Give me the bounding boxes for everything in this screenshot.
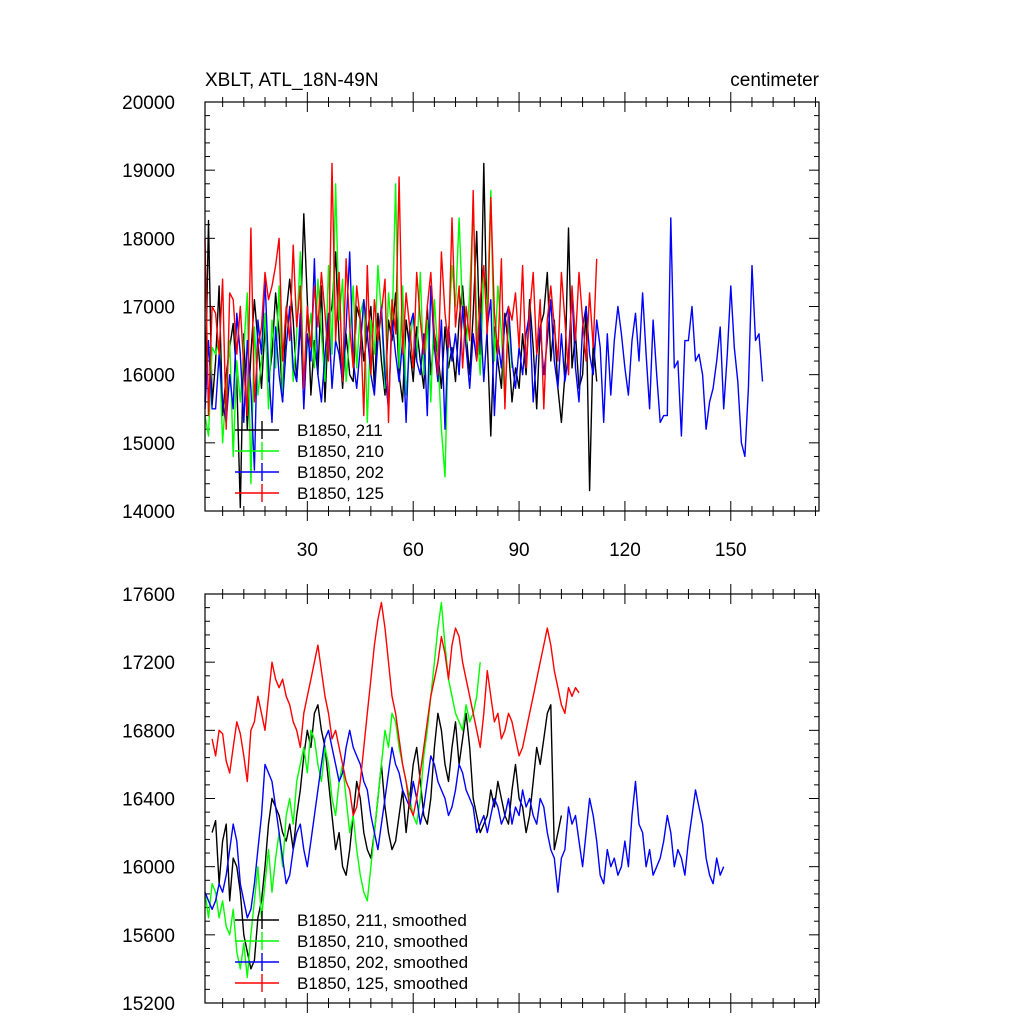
bottom-series-line-2	[204, 729, 725, 919]
top-xtick-label: 120	[609, 540, 641, 561]
bottom-series-line-3	[211, 601, 580, 817]
bottom-panel: 15200 15600 16000 16400 16800 17200 17600 B185…	[122, 584, 820, 1015]
bottom-legend-label-2: B1850, 202, smoothed	[297, 953, 468, 972]
bottom-series-group	[204, 601, 725, 979]
top-series-group	[204, 162, 764, 509]
top-ytick-label: 19000	[122, 161, 175, 182]
top-panel: XBLT, ATL_18N-49N centimeter 14000150001…	[122, 70, 820, 561]
top-plot-frame	[204, 101, 820, 512]
top-ytick-label: 20000	[122, 93, 175, 114]
top-units: centimeter	[730, 70, 819, 91]
bottom-ytick-label: 17200	[122, 653, 175, 674]
top-xtick-label: 150	[715, 540, 747, 561]
top-ytick-label: 17000	[122, 298, 175, 319]
bottom-legend-label-1: B1850, 210, smoothed	[297, 932, 468, 951]
top-ticks: 14000 15000 16000 17000 18000 19000 20000 30 60 9…	[122, 92, 819, 561]
top-xtick-label: 30	[297, 540, 318, 561]
bottom-legend-label-3: B1850, 125, smoothed	[297, 974, 468, 993]
top-ytick-label: 16000	[122, 366, 175, 387]
bottom-ytick-label: 17600	[122, 585, 175, 606]
top-legend-label-2: B1850, 202	[297, 463, 384, 482]
top-xtick-label: 60	[403, 540, 424, 561]
bottom-legend: B1850, 211, smoothed B1850, 210, smoothed…	[235, 911, 468, 993]
top-series-line-2	[204, 217, 764, 471]
top-title: XBLT, ATL_18N-49N	[205, 70, 379, 91]
bottom-ytick-label: 15600	[122, 926, 175, 947]
top-legend-label-0: B1850, 211	[297, 421, 383, 440]
top-series-line-1	[204, 183, 513, 485]
bottom-legend-label-0: B1850, 211, smoothed	[297, 911, 467, 930]
top-ytick-label: 14000	[122, 502, 175, 523]
top-ytick-label: 18000	[122, 229, 175, 250]
bottom-plot-frame	[204, 593, 820, 1004]
bottom-ytick-label: 16400	[122, 790, 175, 811]
top-legend-label-3: B1850, 125	[297, 484, 384, 503]
bottom-series-line-0	[211, 704, 563, 970]
top-legend-label-1: B1850, 210	[297, 442, 384, 461]
top-legend: B1850, 211 B1850, 210 B1850, 202 B1850, 125	[235, 421, 384, 503]
bottom-ytick-label: 16800	[122, 721, 175, 742]
top-series-line-3	[204, 162, 598, 430]
bottom-ytick-label: 16000	[122, 858, 175, 879]
bottom-ticks: 15200 15600 16000 16400 16800 17200 17600	[122, 584, 819, 1015]
top-xtick-label: 90	[508, 540, 529, 561]
top-ytick-label: 15000	[122, 434, 175, 455]
bottom-ytick-label: 15200	[122, 994, 175, 1015]
